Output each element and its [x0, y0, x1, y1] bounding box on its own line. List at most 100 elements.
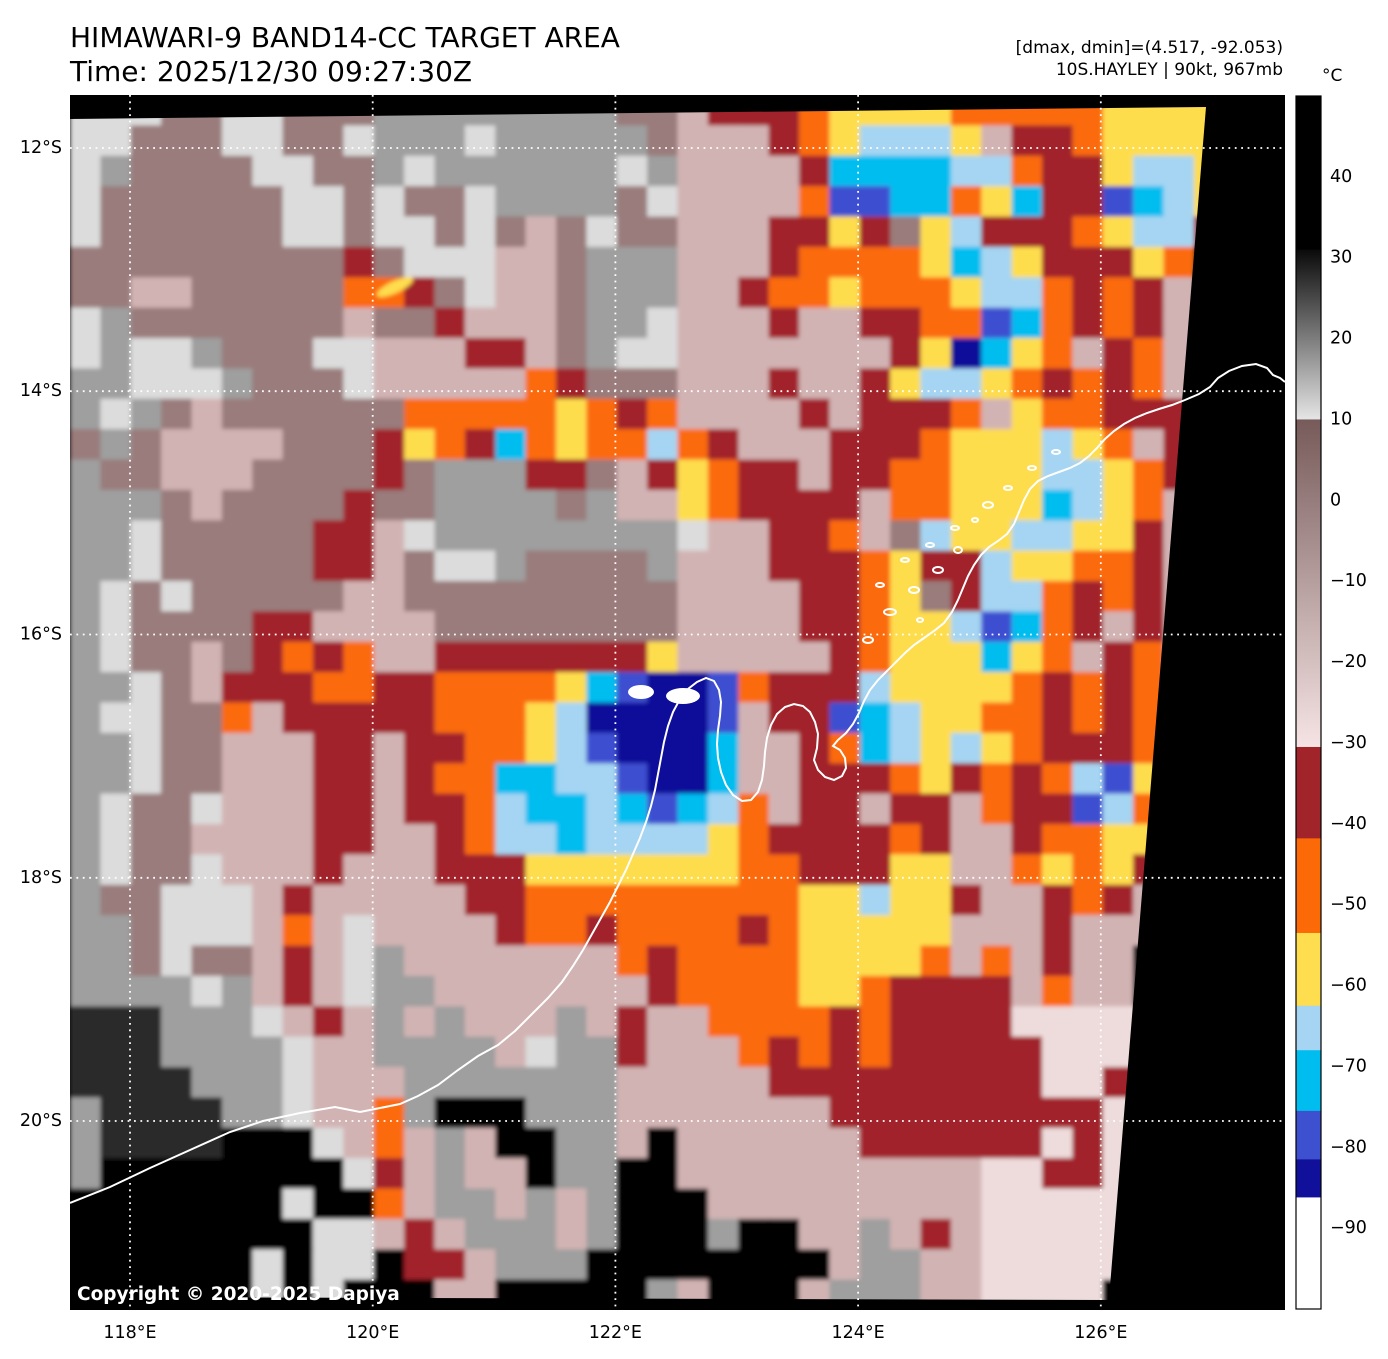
imagery-cell — [343, 429, 375, 461]
imagery-cell — [768, 611, 801, 643]
imagery-cell — [464, 793, 497, 826]
imagery-cell — [525, 915, 558, 947]
imagery-cell — [343, 611, 375, 643]
imagery-cell — [586, 216, 618, 249]
imagery-cell — [677, 246, 710, 279]
swath-edge-bottom_black — [70, 1297, 1109, 1310]
imagery-cell — [768, 854, 801, 886]
imagery-cell — [1011, 884, 1044, 917]
imagery-cell — [1072, 975, 1104, 1008]
imagery-cell — [313, 854, 345, 886]
imagery-cell — [616, 1188, 649, 1221]
imagery-cell — [1011, 368, 1044, 400]
imagery-cell — [1133, 489, 1165, 522]
imagery-cell — [525, 945, 558, 978]
imagery-cell — [738, 429, 770, 461]
imagery-cell — [191, 429, 224, 461]
imagery-cell — [768, 884, 801, 917]
imagery-cell — [981, 216, 1013, 249]
imagery-cell — [343, 763, 375, 795]
imagery-cell — [282, 915, 315, 947]
imagery-cell — [859, 1158, 892, 1190]
imagery-cell — [586, 1127, 618, 1160]
imagery-cell — [981, 975, 1013, 1008]
imagery-cell — [404, 1127, 436, 1160]
imagery-cell — [434, 672, 467, 704]
imagery-cell — [373, 489, 406, 522]
imagery-cell — [768, 550, 801, 583]
imagery-cell — [100, 246, 132, 279]
imagery-cell — [495, 368, 527, 400]
coastline-island — [862, 636, 874, 644]
imagery-cell — [1011, 125, 1044, 157]
imagery-cell — [252, 246, 284, 279]
imagery-cell — [890, 277, 922, 309]
imagery-cell — [1133, 186, 1165, 218]
imagery-cell — [981, 155, 1013, 188]
imagery-cell — [1011, 641, 1044, 674]
imagery-cell — [221, 1249, 254, 1281]
imagery-cell — [100, 945, 132, 978]
imagery-cell — [647, 915, 679, 947]
imagery-cell — [343, 398, 375, 431]
imagery-cell — [920, 1188, 953, 1221]
imagery-cell — [1042, 1127, 1074, 1160]
imagery-cell — [890, 550, 922, 583]
imagery-cell — [191, 793, 224, 826]
imagery-cell — [1133, 155, 1165, 188]
imagery-cell — [616, 398, 649, 431]
imagery-cell — [829, 1036, 861, 1069]
imagery-cell — [70, 338, 102, 370]
imagery-cell — [100, 975, 132, 1008]
imagery-cell — [343, 155, 375, 188]
imagery-cell — [282, 824, 315, 856]
imagery-cell — [1042, 307, 1074, 340]
imagery-cell — [1072, 489, 1104, 522]
imagery-cell — [161, 611, 193, 643]
imagery-cell — [252, 1158, 284, 1190]
imagery-cell — [464, 246, 497, 279]
x-axis-tick-label: 122°E — [589, 1323, 642, 1343]
imagery-cell — [738, 884, 770, 917]
imagery-cell — [859, 550, 892, 583]
imagery-cell — [1042, 429, 1074, 461]
imagery-cell — [282, 155, 315, 188]
imagery-cell — [890, 793, 922, 826]
imagery-cell — [434, 429, 467, 461]
imagery-cell — [707, 368, 740, 400]
imagery-cell — [495, 672, 527, 704]
imagery-cell — [677, 429, 710, 461]
imagery-cell — [70, 1127, 102, 1160]
imagery-cell — [252, 550, 284, 583]
imagery-cell — [1102, 854, 1135, 886]
imagery-cell — [920, 125, 953, 157]
imagery-cell — [1102, 611, 1135, 643]
imagery-cell — [161, 1097, 193, 1129]
imagery-cell — [191, 186, 224, 218]
imagery-cell — [1011, 1127, 1044, 1160]
imagery-cell — [586, 489, 618, 522]
imagery-cell — [161, 398, 193, 431]
imagery-cell — [647, 763, 679, 795]
imagery-cell — [1133, 520, 1165, 552]
imagery-cell — [191, 489, 224, 522]
imagery-cell — [404, 611, 436, 643]
imagery-cell — [100, 520, 132, 552]
imagery-cell — [221, 884, 254, 917]
imagery-cell — [1102, 763, 1135, 795]
imagery-cell — [1133, 216, 1165, 249]
colorbar-tick-label: −90 — [1330, 1218, 1367, 1238]
imagery-cell — [616, 246, 649, 279]
imagery-cell — [161, 338, 193, 370]
imagery-cell — [707, 155, 740, 188]
imagery-cell — [707, 216, 740, 249]
imagery-cell — [890, 1036, 922, 1069]
imagery-cell — [768, 581, 801, 613]
imagery-cell — [404, 1188, 436, 1221]
imagery-cell — [707, 1249, 740, 1281]
imagery-cell — [859, 1006, 892, 1038]
imagery-cell — [920, 307, 953, 340]
imagery-cell — [920, 732, 953, 765]
imagery-cell — [616, 1127, 649, 1160]
